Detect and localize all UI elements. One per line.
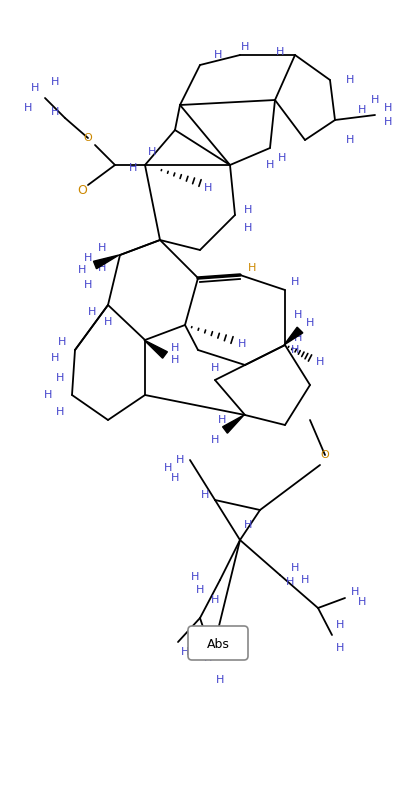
Text: H: H xyxy=(216,675,224,685)
Text: H: H xyxy=(171,343,179,353)
Text: H: H xyxy=(171,355,179,365)
Text: H: H xyxy=(211,363,219,373)
Text: H: H xyxy=(181,647,189,657)
Text: H: H xyxy=(201,490,209,500)
Text: H: H xyxy=(291,277,299,287)
Text: H: H xyxy=(238,339,246,349)
Text: H: H xyxy=(248,263,256,273)
Text: H: H xyxy=(286,577,294,587)
Text: H: H xyxy=(346,135,354,145)
Text: H: H xyxy=(358,105,366,115)
Text: H: H xyxy=(98,243,106,253)
Text: H: H xyxy=(346,75,354,85)
Text: H: H xyxy=(84,280,92,290)
Text: H: H xyxy=(291,345,299,355)
Text: H: H xyxy=(276,47,284,57)
Text: H: H xyxy=(104,317,112,327)
Text: H: H xyxy=(211,595,219,605)
Text: H: H xyxy=(241,42,249,52)
FancyBboxPatch shape xyxy=(188,626,248,660)
Text: O: O xyxy=(84,133,92,143)
Text: H: H xyxy=(98,263,106,273)
Text: H: H xyxy=(204,653,212,663)
Text: H: H xyxy=(266,160,274,170)
Text: H: H xyxy=(164,463,172,473)
Polygon shape xyxy=(144,340,167,358)
Text: H: H xyxy=(244,205,252,215)
Text: H: H xyxy=(301,575,309,585)
Text: Abs: Abs xyxy=(207,638,229,650)
Text: H: H xyxy=(56,407,64,417)
Text: H: H xyxy=(384,103,392,113)
Polygon shape xyxy=(223,415,244,434)
Text: H: H xyxy=(358,597,366,607)
Text: H: H xyxy=(56,373,64,383)
Text: H: H xyxy=(384,117,392,127)
Text: H: H xyxy=(171,473,179,483)
Text: H: H xyxy=(44,390,52,400)
Text: H: H xyxy=(306,318,314,328)
Text: H: H xyxy=(176,455,184,465)
Text: H: H xyxy=(204,183,212,193)
Text: H: H xyxy=(31,83,39,93)
Text: H: H xyxy=(294,333,302,343)
Text: H: H xyxy=(58,337,66,347)
Text: H: H xyxy=(51,77,59,87)
Text: H: H xyxy=(371,95,379,105)
Polygon shape xyxy=(93,255,119,268)
Text: H: H xyxy=(214,50,222,60)
Text: H: H xyxy=(78,265,86,275)
Text: H: H xyxy=(24,103,32,113)
Text: H: H xyxy=(244,223,252,233)
Text: H: H xyxy=(84,253,92,263)
Text: H: H xyxy=(351,587,359,597)
Text: O: O xyxy=(77,183,87,196)
Text: H: H xyxy=(51,107,59,117)
Polygon shape xyxy=(284,327,303,345)
Text: H: H xyxy=(244,520,252,530)
Text: H: H xyxy=(51,353,59,363)
Text: H: H xyxy=(148,147,156,157)
Text: H: H xyxy=(196,585,204,595)
Text: H: H xyxy=(88,307,96,317)
Text: H: H xyxy=(129,163,137,173)
Text: H: H xyxy=(294,310,302,320)
Text: O: O xyxy=(321,450,329,460)
Text: H: H xyxy=(278,153,286,163)
Text: H: H xyxy=(336,620,344,630)
Text: H: H xyxy=(191,572,199,582)
Text: H: H xyxy=(211,435,219,445)
Text: H: H xyxy=(336,643,344,653)
Text: H: H xyxy=(218,415,226,425)
Text: H: H xyxy=(291,563,299,573)
Text: H: H xyxy=(316,357,324,367)
